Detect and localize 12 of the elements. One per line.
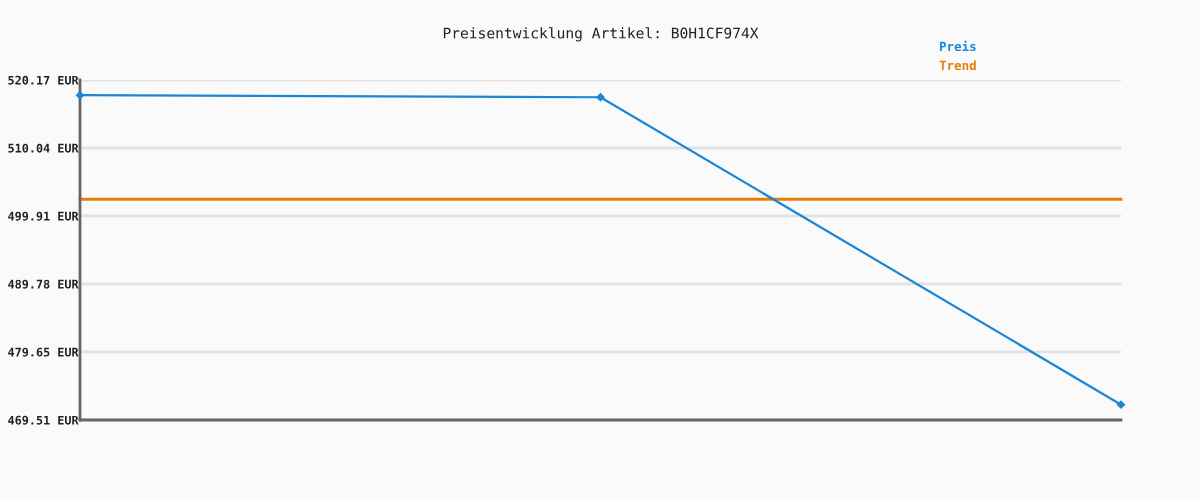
y-tick-label: 479.65 EUR bbox=[8, 347, 79, 357]
text: Trend bbox=[939, 60, 976, 71]
text: Preis bbox=[940, 40, 976, 52]
point bbox=[75, 91, 85, 100]
y-tick-label: 489.78 EUR bbox=[8, 279, 79, 289]
point bbox=[596, 93, 605, 102]
point bbox=[1116, 400, 1126, 409]
y-tick-label: 510.04 EUR bbox=[8, 143, 79, 153]
chart-title: Preisentwicklung Artikel: B0H1CF974X bbox=[443, 27, 759, 42]
y-tick-label: 499.91 EUR bbox=[8, 211, 79, 221]
y-tick-label: 520.17 EUR bbox=[8, 75, 79, 85]
y-tick-label: 469.51 EUR bbox=[8, 415, 79, 425]
